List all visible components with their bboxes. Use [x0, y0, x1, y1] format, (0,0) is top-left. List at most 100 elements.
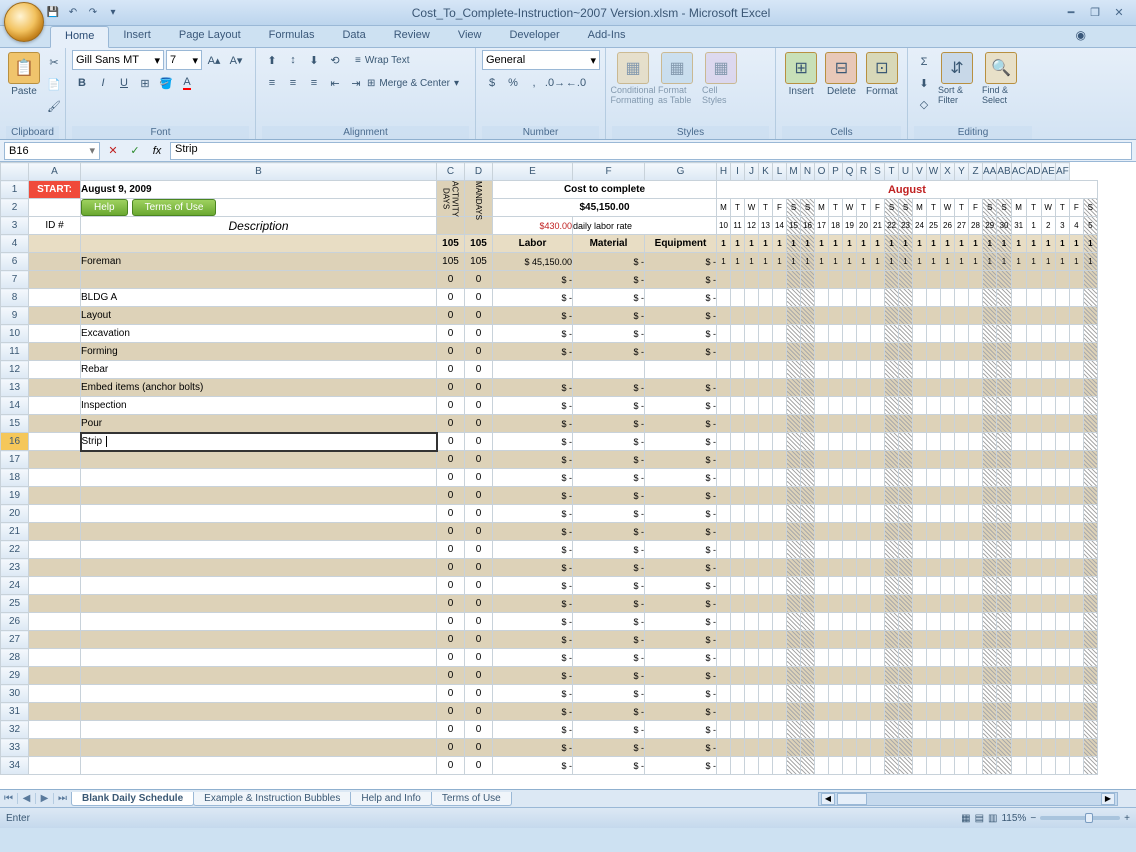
office-button[interactable]	[4, 2, 44, 42]
sheet-tab-bar: ⏮ ◀ ▶ ⏭ Blank Daily Schedule Example & I…	[0, 790, 1136, 808]
number-format-select[interactable]: General▾	[482, 50, 600, 70]
sheet-nav-last[interactable]: ⏭	[54, 793, 72, 804]
group-cells: Cells	[782, 126, 901, 139]
zoom-slider[interactable]	[1040, 816, 1120, 820]
minimize-button[interactable]: ━	[1060, 5, 1082, 21]
undo-icon[interactable]: ↶	[64, 4, 82, 22]
format-painter-icon[interactable]: 🖌	[44, 96, 64, 116]
font-color-button[interactable]: A	[177, 73, 197, 93]
merge-center-button[interactable]: ⊞ Merge & Center ▾	[367, 73, 459, 93]
percent-icon[interactable]: %	[503, 73, 523, 93]
zoom-level[interactable]: 115%	[1001, 813, 1026, 824]
sort-icon: ⇵	[941, 52, 973, 84]
qat-more-icon[interactable]: ▾	[104, 4, 122, 22]
group-editing: Editing	[914, 126, 1032, 139]
sheet-tab-blank[interactable]: Blank Daily Schedule	[71, 792, 194, 806]
name-box[interactable]: B16▾	[4, 142, 100, 160]
align-right-icon[interactable]: ≡	[304, 73, 324, 93]
border-button[interactable]: ⊞	[135, 73, 155, 93]
clear-icon[interactable]: ◇	[914, 94, 934, 114]
tab-review[interactable]: Review	[380, 26, 444, 47]
align-top-icon[interactable]: ⬆	[262, 50, 282, 70]
inc-decimal-icon[interactable]: .0→	[545, 73, 565, 93]
cancel-formula-icon[interactable]: ✕	[104, 143, 122, 159]
cut-icon[interactable]: ✂	[44, 52, 64, 72]
underline-button[interactable]: U	[114, 73, 134, 93]
indent-dec-icon[interactable]: ⇤	[325, 73, 345, 93]
align-bottom-icon[interactable]: ⬇	[304, 50, 324, 70]
view-layout-icon[interactable]: ▤	[975, 813, 984, 824]
restore-button[interactable]: ❐	[1084, 5, 1106, 21]
sheet-tab-example[interactable]: Example & Instruction Bubbles	[193, 792, 351, 806]
sheet-nav-next[interactable]: ▶	[36, 793, 54, 804]
insert-cells-button[interactable]: ⊞Insert	[782, 50, 820, 99]
sheet-tab-help[interactable]: Help and Info	[350, 792, 432, 806]
group-styles: Styles	[612, 126, 769, 139]
cell-styles-button[interactable]: ▦Cell Styles	[700, 50, 742, 108]
view-normal-icon[interactable]: ▦	[961, 813, 970, 824]
comma-icon[interactable]: ,	[524, 73, 544, 93]
accept-formula-icon[interactable]: ✓	[126, 143, 144, 159]
dec-decimal-icon[interactable]: ←.0	[566, 73, 586, 93]
group-alignment: Alignment	[262, 126, 469, 139]
align-center-icon[interactable]: ≡	[283, 73, 303, 93]
cell-styles-icon: ▦	[705, 52, 737, 84]
spreadsheet-grid[interactable]: ABCDEFGHIJKLMNOPQRSTUVWXYZAAABACADAEAF1S…	[0, 162, 1136, 790]
tab-formulas[interactable]: Formulas	[255, 26, 329, 47]
find-select-button[interactable]: 🔍Find & Select	[980, 50, 1022, 108]
status-mode: Enter	[6, 813, 30, 824]
indent-inc-icon[interactable]: ⇥	[346, 73, 366, 93]
fx-icon[interactable]: fx	[148, 143, 166, 159]
tab-addins[interactable]: Add-Ins	[574, 26, 640, 47]
orientation-icon[interactable]: ⟲	[325, 50, 345, 70]
delete-cells-button[interactable]: ⊟Delete	[822, 50, 860, 99]
align-middle-icon[interactable]: ↕	[283, 50, 303, 70]
currency-icon[interactable]: $	[482, 73, 502, 93]
tab-developer[interactable]: Developer	[495, 26, 573, 47]
close-button[interactable]: ✕	[1108, 5, 1130, 21]
italic-button[interactable]: I	[93, 73, 113, 93]
group-font: Font	[72, 126, 249, 139]
wrap-text-button[interactable]: ≡ Wrap Text	[355, 50, 410, 70]
sort-filter-button[interactable]: ⇵Sort & Filter	[936, 50, 978, 108]
format-cells-button[interactable]: ⊡Format	[863, 50, 901, 99]
formula-input[interactable]: Strip	[170, 142, 1132, 160]
help-icon[interactable]: ◉	[1076, 26, 1086, 47]
format-icon: ⊡	[866, 52, 898, 84]
tab-pagelayout[interactable]: Page Layout	[165, 26, 255, 47]
group-clipboard: Clipboard	[6, 126, 59, 139]
tab-insert[interactable]: Insert	[109, 26, 165, 47]
grow-font-icon[interactable]: A▴	[204, 50, 224, 70]
view-break-icon[interactable]: ▥	[988, 813, 997, 824]
ribbon-tabs: Home Insert Page Layout Formulas Data Re…	[0, 26, 1136, 48]
conditional-formatting-button[interactable]: ▦Conditional Formatting	[612, 50, 654, 108]
font-size-select[interactable]: 7▾	[166, 50, 202, 70]
autosum-icon[interactable]: Σ	[914, 52, 934, 72]
fill-color-button[interactable]: 🪣	[156, 73, 176, 93]
paste-icon: 📋	[8, 52, 40, 84]
redo-icon[interactable]: ↷	[84, 4, 102, 22]
horizontal-scrollbar[interactable]: ◀ ▶	[818, 792, 1118, 806]
sheet-tab-terms[interactable]: Terms of Use	[431, 792, 512, 806]
insert-icon: ⊞	[785, 52, 817, 84]
paste-button[interactable]: 📋Paste	[6, 50, 42, 99]
zoom-in-icon[interactable]: +	[1124, 813, 1130, 824]
zoom-out-icon[interactable]: −	[1030, 813, 1036, 824]
copy-icon[interactable]: 📄	[44, 74, 64, 94]
align-left-icon[interactable]: ≡	[262, 73, 282, 93]
status-bar: Enter ▦ ▤ ▥ 115% − +	[0, 808, 1136, 828]
bold-button[interactable]: B	[72, 73, 92, 93]
tab-home[interactable]: Home	[50, 26, 109, 48]
shrink-font-icon[interactable]: A▾	[226, 50, 246, 70]
format-table-button[interactable]: ▦Format as Table	[656, 50, 698, 108]
save-icon[interactable]: 💾	[44, 4, 62, 22]
sheet-nav-first[interactable]: ⏮	[0, 793, 18, 804]
tab-view[interactable]: View	[444, 26, 496, 47]
delete-icon: ⊟	[825, 52, 857, 84]
quick-access-toolbar: 💾 ↶ ↷ ▾	[44, 4, 122, 22]
tab-data[interactable]: Data	[328, 26, 379, 47]
font-name-select[interactable]: Gill Sans MT▾	[72, 50, 164, 70]
fill-icon[interactable]: ⬇	[914, 73, 934, 93]
sheet-nav-prev[interactable]: ◀	[18, 793, 36, 804]
group-number: Number	[482, 126, 599, 139]
